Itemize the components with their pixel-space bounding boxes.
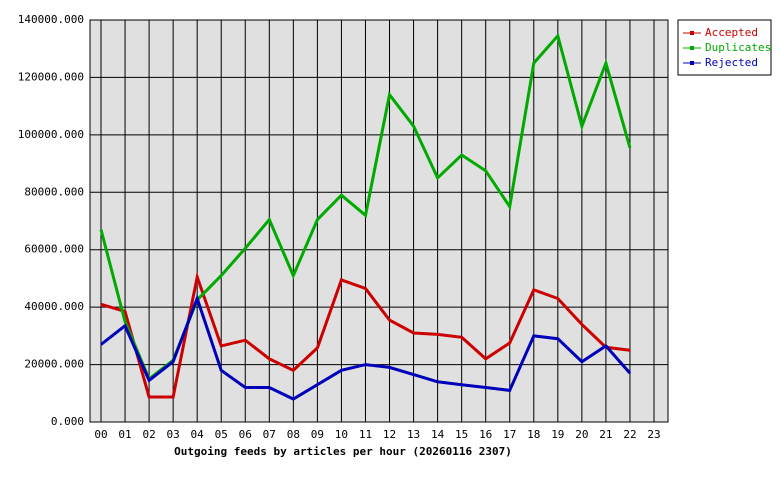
x-tick-label: 10 [335,428,348,441]
x-tick-label: 18 [527,428,540,441]
x-tick-label: 02 [142,428,155,441]
x-tick-label: 04 [191,428,205,441]
x-tick-label: 15 [455,428,468,441]
x-tick-label: 11 [359,428,372,441]
legend-label: Accepted [705,26,758,39]
x-tick-label: 13 [407,428,420,441]
x-tick-label: 07 [263,428,276,441]
y-tick-label: 100000.000 [18,128,84,141]
y-tick-label: 120000.000 [18,70,84,83]
y-tick-label: 140000.000 [18,13,84,26]
legend-label: Rejected [705,56,758,69]
x-tick-label: 19 [551,428,564,441]
x-tick-label: 06 [239,428,252,441]
x-tick-label: 20 [575,428,588,441]
x-tick-label: 01 [118,428,131,441]
x-tick-label: 03 [167,428,180,441]
x-tick-label: 21 [599,428,612,441]
series-line [100,294,632,401]
legend-marker [690,31,694,35]
legend-marker [690,61,694,65]
x-tick-label: 16 [479,428,492,441]
x-tick-label: 14 [431,428,445,441]
x-tick-label: 17 [503,428,516,441]
x-tick-label: 23 [647,428,660,441]
y-tick-label: 60000.000 [24,243,84,256]
y-tick-label: 40000.000 [24,300,84,313]
legend-label: Duplicates [705,41,771,54]
y-tick-label: 80000.000 [24,185,84,198]
x-tick-label: 22 [623,428,636,441]
legend-marker [690,46,694,50]
x-tick-label: 00 [94,428,107,441]
x-tick-label: 12 [383,428,396,441]
x-tick-label: 05 [215,428,228,441]
y-tick-label: 20000.000 [24,358,84,371]
chart-title: Outgoing feeds by articles per hour (202… [174,445,512,458]
x-tick-label: 09 [311,428,324,441]
y-tick-label: 0.000 [51,415,84,428]
x-tick-label: 08 [287,428,300,441]
